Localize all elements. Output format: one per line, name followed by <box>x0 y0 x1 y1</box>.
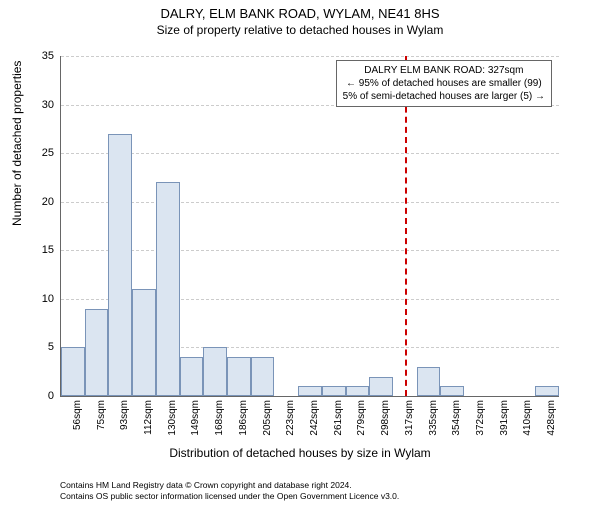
xtick-label: 372sqm <box>475 400 486 436</box>
ytick-label: 15 <box>30 244 54 256</box>
ytick-label: 5 <box>30 341 54 353</box>
ytick-label: 0 <box>30 390 54 402</box>
histogram-bar <box>132 289 156 396</box>
annotation-line1: DALRY ELM BANK ROAD: 327sqm <box>343 64 545 77</box>
ytick-label: 30 <box>30 99 54 111</box>
xtick-label: 428sqm <box>546 400 557 436</box>
histogram-bar <box>440 386 464 396</box>
ytick-label: 20 <box>30 196 54 208</box>
xtick-label: 149sqm <box>190 400 201 436</box>
histogram-bar <box>322 386 346 396</box>
xtick-label: 279sqm <box>356 400 367 436</box>
histogram-bar <box>203 347 227 396</box>
xtick-label: 205sqm <box>262 400 273 436</box>
histogram-bar <box>108 134 132 396</box>
chart-container: DALRY ELM BANK ROAD: 327sqm ← 95% of det… <box>60 56 558 396</box>
gridline <box>61 202 559 203</box>
xtick-label: 112sqm <box>143 400 154 435</box>
ytick-label: 25 <box>30 147 54 159</box>
marker-line <box>405 56 407 396</box>
annotation-line2: ← 95% of detached houses are smaller (99… <box>343 77 545 90</box>
footer-line1: Contains HM Land Registry data © Crown c… <box>60 480 399 491</box>
histogram-bar <box>346 386 370 396</box>
footer-text: Contains HM Land Registry data © Crown c… <box>60 480 399 502</box>
page-subtitle: Size of property relative to detached ho… <box>0 23 600 37</box>
xtick-label: 335sqm <box>428 400 439 436</box>
page-title: DALRY, ELM BANK ROAD, WYLAM, NE41 8HS <box>0 6 600 21</box>
xtick-label: 261sqm <box>333 400 344 436</box>
annotation-line3: 5% of semi-detached houses are larger (5… <box>343 90 545 103</box>
histogram-bar <box>180 357 204 396</box>
histogram-bar <box>156 182 180 396</box>
xtick-label: 223sqm <box>285 400 296 436</box>
histogram-bar <box>417 367 441 396</box>
gridline <box>61 56 559 57</box>
xtick-label: 168sqm <box>214 400 225 436</box>
xtick-label: 317sqm <box>404 400 415 436</box>
gridline <box>61 250 559 251</box>
xtick-label: 130sqm <box>167 400 178 436</box>
histogram-bar <box>369 377 393 396</box>
histogram-bar <box>61 347 85 396</box>
xtick-label: 298sqm <box>380 400 391 436</box>
xtick-label: 186sqm <box>238 400 249 436</box>
x-axis-label: Distribution of detached houses by size … <box>0 446 600 460</box>
xtick-label: 391sqm <box>499 400 510 436</box>
ytick-label: 10 <box>30 293 54 305</box>
histogram-bar <box>85 309 109 396</box>
annotation-box: DALRY ELM BANK ROAD: 327sqm ← 95% of det… <box>336 60 552 107</box>
xtick-label: 410sqm <box>522 400 533 436</box>
histogram-plot <box>60 56 559 397</box>
xtick-label: 56sqm <box>72 400 83 430</box>
ytick-label: 35 <box>30 50 54 62</box>
xtick-label: 75sqm <box>96 400 107 430</box>
xtick-label: 354sqm <box>451 400 462 436</box>
gridline <box>61 153 559 154</box>
xtick-label: 242sqm <box>309 400 320 436</box>
xtick-label: 93sqm <box>119 400 130 430</box>
y-axis-label: Number of detached properties <box>10 61 24 226</box>
histogram-bar <box>298 386 322 396</box>
footer-line2: Contains OS public sector information li… <box>60 491 399 502</box>
histogram-bar <box>251 357 275 396</box>
histogram-bar <box>227 357 251 396</box>
histogram-bar <box>535 386 559 396</box>
